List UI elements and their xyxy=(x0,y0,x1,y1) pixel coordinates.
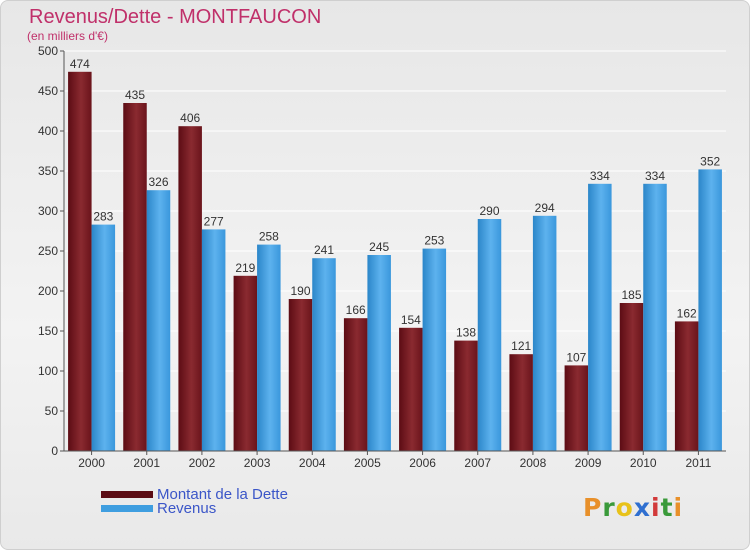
bar-dette xyxy=(564,365,589,451)
logo-letter: i xyxy=(651,493,661,522)
bar-dette xyxy=(619,303,644,451)
data-label: 107 xyxy=(566,350,586,364)
bar-revenus xyxy=(698,169,722,451)
data-label: 326 xyxy=(148,175,168,189)
bar-revenus xyxy=(367,255,391,451)
bar-dette xyxy=(399,327,423,451)
x-tick-label: 2009 xyxy=(575,456,602,470)
data-label: 245 xyxy=(369,240,389,254)
bar-dette xyxy=(178,126,202,451)
x-tick-label: 2005 xyxy=(354,456,381,470)
x-tick-label: 2001 xyxy=(133,456,160,470)
bar-dette xyxy=(123,103,147,451)
x-tick-label: 2000 xyxy=(78,456,105,470)
bar-dette xyxy=(233,275,258,451)
data-label: 253 xyxy=(424,234,444,248)
data-label: 219 xyxy=(235,261,255,275)
bar-revenus xyxy=(532,215,557,451)
data-label: 154 xyxy=(401,313,421,327)
x-tick-label: 2010 xyxy=(630,456,657,470)
y-tick-label: 250 xyxy=(38,244,58,258)
proxiti-logo: Proxiti xyxy=(583,493,683,522)
y-tick-label: 200 xyxy=(38,284,58,298)
x-tick-label: 2011 xyxy=(686,456,712,470)
logo-letter: P xyxy=(583,493,603,522)
data-label: 294 xyxy=(535,201,555,215)
bar-revenus xyxy=(146,190,171,451)
data-label: 121 xyxy=(511,339,531,353)
chart-subtitle: (en milliers d'€) xyxy=(27,29,108,43)
legend-label-revenus: Revenus xyxy=(157,500,217,517)
data-label: 435 xyxy=(125,88,145,102)
bar-dette xyxy=(509,354,533,451)
data-label: 166 xyxy=(346,303,366,317)
logo-letter: o xyxy=(615,493,634,522)
data-label: 334 xyxy=(645,169,665,183)
data-label: 406 xyxy=(180,111,200,125)
bar-dette xyxy=(454,340,478,451)
bar-dette xyxy=(674,321,699,451)
y-tick-label: 150 xyxy=(38,324,58,338)
bar-revenus xyxy=(312,258,336,451)
x-tick-label: 2002 xyxy=(189,456,216,470)
bar-dette xyxy=(288,299,313,451)
data-label: 334 xyxy=(590,169,610,183)
bar-revenus xyxy=(91,224,116,451)
bars xyxy=(68,71,722,452)
y-tick-label: 500 xyxy=(38,44,58,58)
data-label: 190 xyxy=(290,284,310,298)
bar-dette xyxy=(68,71,92,452)
data-label: 352 xyxy=(700,154,720,168)
bar-revenus xyxy=(201,229,226,451)
data-label: 185 xyxy=(621,288,641,302)
logo-letter: t xyxy=(660,493,674,522)
logo-letter: r xyxy=(602,493,616,522)
bar-revenus xyxy=(422,248,447,451)
data-label: 474 xyxy=(70,57,90,71)
legend-swatch-dette xyxy=(101,491,153,498)
data-label: 258 xyxy=(259,230,279,244)
data-label: 277 xyxy=(204,214,224,228)
bar-revenus xyxy=(257,244,281,451)
gridlines xyxy=(64,50,726,412)
axes: 0 50 100 150 200 250 300 350 400 450 500 2000 2001 20… xyxy=(38,44,726,470)
data-labels: 474 283 435 326 406 277 219 258 190 241 166 245 154 2… xyxy=(70,57,721,365)
y-tick-label: 350 xyxy=(38,164,58,178)
chart-title: Revenus/Dette - MONTFAUCON xyxy=(29,6,322,28)
y-tick-label: 50 xyxy=(45,404,59,418)
bar-dette xyxy=(343,318,368,451)
y-tick-label: 450 xyxy=(38,84,58,98)
bar-revenus xyxy=(643,183,667,452)
x-tick-label: 2008 xyxy=(520,456,547,470)
y-tick-label: 100 xyxy=(38,364,58,378)
x-tick-label: 2006 xyxy=(409,456,436,470)
data-label: 241 xyxy=(314,243,334,257)
y-tick-label: 0 xyxy=(51,444,58,458)
data-label: 283 xyxy=(93,210,113,224)
x-tick-label: 2003 xyxy=(244,456,271,470)
logo-letter: x xyxy=(633,493,651,522)
x-tick-label: 2007 xyxy=(464,456,491,470)
legend-label-dette: Montant de la Dette xyxy=(157,486,288,503)
y-tick-label: 300 xyxy=(38,204,58,218)
y-tick-label: 400 xyxy=(38,124,58,138)
data-label: 162 xyxy=(677,306,697,320)
bar-revenus xyxy=(477,219,502,451)
data-label: 138 xyxy=(456,326,476,340)
logo-letter: i xyxy=(673,493,684,522)
bar-revenus xyxy=(588,183,612,452)
legend-swatch-revenus xyxy=(101,505,153,512)
data-label: 290 xyxy=(479,204,499,218)
x-tick-label: 2004 xyxy=(299,456,326,470)
